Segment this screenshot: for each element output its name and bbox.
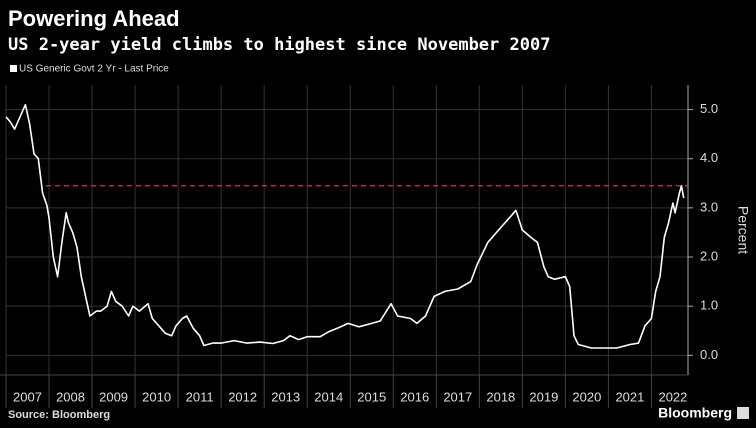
y-tick-label: 0.0 [700, 347, 718, 362]
y-axis-label: Percent [735, 206, 751, 254]
x-tick-label: 2011 [186, 389, 214, 404]
x-tick-label: 2016 [400, 389, 429, 404]
x-tick-label: 2008 [56, 389, 85, 404]
x-tick-label: 2013 [271, 389, 300, 404]
x-tick-label: 2007 [13, 389, 42, 404]
y-tick-label: 4.0 [700, 150, 718, 165]
series-line [5, 103, 685, 349]
y-tick-label: 3.0 [700, 199, 718, 214]
source: Source: Bloomberg [8, 409, 110, 421]
legend-swatch [10, 65, 17, 72]
x-tick-label: 2018 [486, 389, 515, 404]
chart-subtitle: US 2-year yield climbs to highest since … [8, 35, 550, 55]
y-tick-label: 5.0 [700, 101, 718, 116]
x-tick-label: 2019 [529, 389, 558, 404]
x-tick-label: 2010 [142, 389, 171, 404]
x-tick-label: 2017 [443, 389, 472, 404]
x-tick-label: 2009 [99, 389, 128, 404]
x-tick-label: 2020 [572, 389, 601, 404]
y-tick-label: 1.0 [700, 298, 718, 313]
chart-title: Powering Ahead [8, 6, 180, 31]
x-tick-label: 2014 [314, 389, 343, 404]
y-tick-label: 2.0 [700, 248, 718, 263]
brand-icon [737, 407, 749, 419]
brand: Bloomberg [658, 405, 732, 421]
x-tick-label: 2021 [615, 389, 644, 404]
legend-label: US Generic Govt 2 Yr - Last Price [19, 64, 169, 75]
x-tick-label: 2012 [228, 389, 257, 404]
x-tick-label: 2015 [357, 389, 386, 404]
x-tick-label: 2022 [658, 389, 687, 404]
